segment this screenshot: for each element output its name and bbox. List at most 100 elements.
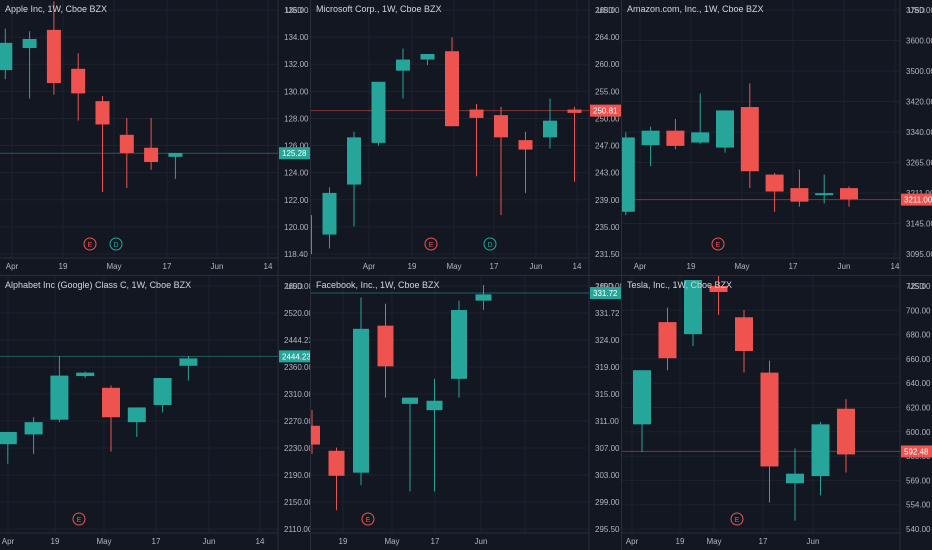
event-letter: D xyxy=(113,242,118,249)
candle-body[interactable] xyxy=(786,473,804,484)
candle-body[interactable] xyxy=(790,188,809,202)
candle-body[interactable] xyxy=(837,408,855,455)
earnings-marker[interactable] xyxy=(424,237,438,251)
chart-panel-amazon[interactable]: 3760.00 3600.00 3500.00 3420.00 3340.00 3265.… xyxy=(622,0,932,275)
x-tick-label: 14 xyxy=(573,262,582,271)
candle-body[interactable] xyxy=(102,387,120,418)
x-tick-label: 14 xyxy=(264,262,273,271)
candlestick-chart[interactable]: 136.00 134.00 132.00 130.00 128.00 126.00 124.… xyxy=(0,0,310,275)
candle-body[interactable] xyxy=(420,54,435,60)
candle-body[interactable] xyxy=(567,109,582,113)
dividend-marker[interactable] xyxy=(483,237,497,251)
earnings-marker[interactable] xyxy=(711,237,725,251)
chart-panel-facebook[interactable]: 2600.00331.72324.00319.00315.00311.00307… xyxy=(311,276,621,550)
currency-label: USD xyxy=(597,6,614,15)
candle-body[interactable] xyxy=(22,38,37,49)
candle-body[interactable] xyxy=(641,130,660,146)
candle-body[interactable] xyxy=(377,325,394,367)
chart-panel-microsoft[interactable]: 268.00 264.00 260.00 255.00 250.00 247.00 243.… xyxy=(311,0,621,275)
candle-body[interactable] xyxy=(518,140,533,150)
candle-body[interactable] xyxy=(127,407,146,423)
y-tick-label: 303.00 xyxy=(595,471,620,480)
earnings-marker[interactable] xyxy=(72,512,86,526)
candle-body[interactable] xyxy=(153,378,172,405)
candlestick-chart[interactable]: 2600.00331.72324.00319.00315.00311.00307… xyxy=(311,276,621,550)
y-tick-label: 3420.00 xyxy=(906,98,932,107)
candle-body[interactable] xyxy=(371,81,386,143)
candle-body[interactable] xyxy=(311,425,320,445)
candle-body[interactable] xyxy=(716,110,734,148)
candle-body[interactable] xyxy=(322,192,337,235)
y-tick-label: 640.00 xyxy=(906,379,931,388)
candle-body[interactable] xyxy=(95,101,110,125)
last-price-label: 592.48 xyxy=(904,447,929,456)
x-tick-label: 19 xyxy=(676,537,685,546)
candle-body[interactable] xyxy=(475,294,492,301)
candle-body[interactable] xyxy=(353,328,369,473)
candle-body[interactable] xyxy=(543,120,557,138)
candle-body[interactable] xyxy=(328,450,345,476)
candle-body[interactable] xyxy=(815,193,834,196)
candle-body[interactable] xyxy=(179,358,198,366)
candle-body[interactable] xyxy=(396,59,410,71)
candle-body[interactable] xyxy=(445,51,459,127)
candle-body[interactable] xyxy=(735,317,753,351)
candle-body[interactable] xyxy=(840,188,858,200)
candle-body[interactable] xyxy=(71,68,86,94)
candle-body[interactable] xyxy=(426,400,443,411)
candle-body[interactable] xyxy=(684,280,702,335)
candle-body[interactable] xyxy=(0,42,13,71)
candle-body[interactable] xyxy=(24,422,43,435)
currency-label: USD xyxy=(286,6,303,15)
candle-body[interactable] xyxy=(633,370,651,425)
candlestick-chart[interactable]: 725.00 700.00 680.00 660.00 640.00 620.00 600.… xyxy=(622,276,932,550)
candle-body[interactable] xyxy=(622,137,635,212)
y-tick-label: 299.00 xyxy=(595,498,620,507)
candle-body[interactable] xyxy=(709,286,728,293)
candlestick-chart[interactable]: 2600.00 2520.00 2444.23 2360.00 2310.00 2270.… xyxy=(0,276,310,550)
y-tick-label: 324.00 xyxy=(595,336,620,345)
candle-body[interactable] xyxy=(311,215,312,254)
candlestick-chart[interactable]: 268.00 264.00 260.00 255.00 250.00 247.00 243.… xyxy=(311,0,621,275)
candle-body[interactable] xyxy=(76,372,95,377)
candle-body[interactable] xyxy=(144,147,159,163)
candle-body[interactable] xyxy=(691,132,710,143)
y-tick-label: 554.00 xyxy=(906,501,931,510)
candle-body[interactable] xyxy=(658,322,677,359)
y-tick-label: 2600.00 xyxy=(284,282,310,291)
y-tick-label: 3095.00 xyxy=(906,250,932,259)
candlestick-chart[interactable]: 3760.00 3600.00 3500.00 3420.00 3340.00 3265.… xyxy=(622,0,932,275)
earnings-marker[interactable] xyxy=(83,237,97,251)
candle-body[interactable] xyxy=(402,397,418,404)
candle-body[interactable] xyxy=(168,152,183,157)
candle-body[interactable] xyxy=(469,109,484,118)
candle-body[interactable] xyxy=(46,29,61,84)
y-tick-label: 243.00 xyxy=(595,169,620,178)
last-price-label: 250.81 xyxy=(593,107,618,116)
y-tick-label: 126.00 xyxy=(284,142,309,151)
candle-body[interactable] xyxy=(811,424,830,477)
chart-panel-alphabet[interactable]: 2600.00 2520.00 2444.23 2360.00 2310.00 2270.… xyxy=(0,276,310,550)
dividend-marker[interactable] xyxy=(109,237,123,251)
y-tick-label: 620.00 xyxy=(906,404,931,413)
y-tick-label: 2310.00 xyxy=(284,390,310,399)
y-tick-label: 128.00 xyxy=(284,114,309,123)
chart-panel-tesla[interactable]: 725.00 700.00 680.00 660.00 640.00 620.00 600.… xyxy=(622,276,932,550)
candle-body[interactable] xyxy=(50,375,69,420)
candle-body[interactable] xyxy=(0,431,17,445)
earnings-marker[interactable] xyxy=(361,512,375,526)
earnings-marker[interactable] xyxy=(730,512,744,526)
y-tick-label: 3211.00 xyxy=(906,189,932,198)
candle-body[interactable] xyxy=(347,137,361,185)
candle-body[interactable] xyxy=(666,130,685,146)
candle-body[interactable] xyxy=(765,174,784,192)
candle-body[interactable] xyxy=(451,310,467,379)
chart-panel-apple[interactable]: 136.00 134.00 132.00 130.00 128.00 126.00 124.… xyxy=(0,0,310,275)
x-tick-label: 19 xyxy=(59,262,68,271)
y-tick-label: 264.00 xyxy=(595,33,620,42)
y-tick-label: 2520.00 xyxy=(284,309,310,318)
candle-body[interactable] xyxy=(494,115,508,138)
candle-body[interactable] xyxy=(119,134,134,153)
candle-body[interactable] xyxy=(740,107,759,172)
candle-body[interactable] xyxy=(760,372,779,467)
